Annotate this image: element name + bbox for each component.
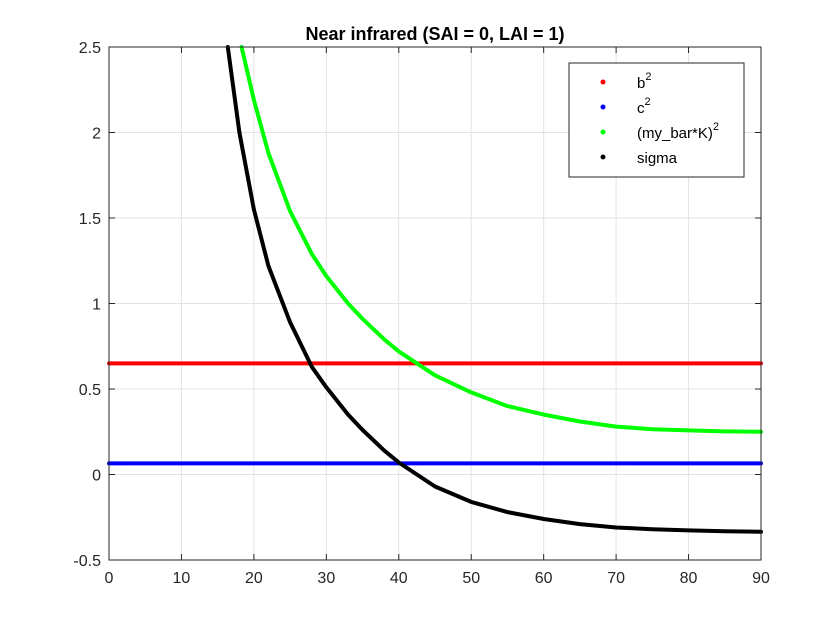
legend-label: sigma xyxy=(637,150,678,167)
y-tick-label: 0 xyxy=(92,468,101,485)
legend-label: c2 xyxy=(637,96,651,117)
x-tick-label: 70 xyxy=(607,570,625,587)
series-line xyxy=(239,45,763,434)
chart-title: Near infrared (SAI = 0, LAI = 1) xyxy=(305,24,564,44)
y-tick-label: 0.5 xyxy=(79,382,101,399)
series-line xyxy=(225,45,763,534)
x-tick-label: 50 xyxy=(462,570,480,587)
x-tick-label: 20 xyxy=(245,570,263,587)
x-tick-label: 30 xyxy=(317,570,335,587)
x-tick-label: 0 xyxy=(105,570,114,587)
legend-marker xyxy=(600,154,606,160)
y-tick-label: 2.5 xyxy=(79,40,101,57)
x-tick-label: 60 xyxy=(535,570,553,587)
legend-marker xyxy=(600,129,606,135)
axes: 0 10 20 30 40 50 60 70 80 90-0.500.511.522.5 xyxy=(73,40,770,587)
y-tick-label: 2 xyxy=(92,126,101,143)
x-tick-label: 90 xyxy=(752,570,770,587)
axes-box xyxy=(108,46,762,561)
x-tick-label: 40 xyxy=(390,570,408,587)
x-tick-label: 80 xyxy=(680,570,698,587)
y-tick-label: 1.5 xyxy=(79,211,101,228)
legend-marker xyxy=(600,79,606,85)
legend-box xyxy=(568,62,745,178)
x-tick-label: 10 xyxy=(173,570,191,587)
series-group xyxy=(107,45,763,534)
legend-marker xyxy=(600,104,606,110)
legend-label: (my_bar*K)2 xyxy=(637,121,719,142)
y-tick-label: 1 xyxy=(92,297,101,314)
legend-label: b2 xyxy=(637,71,651,92)
y-tick-label: -0.5 xyxy=(73,553,101,570)
